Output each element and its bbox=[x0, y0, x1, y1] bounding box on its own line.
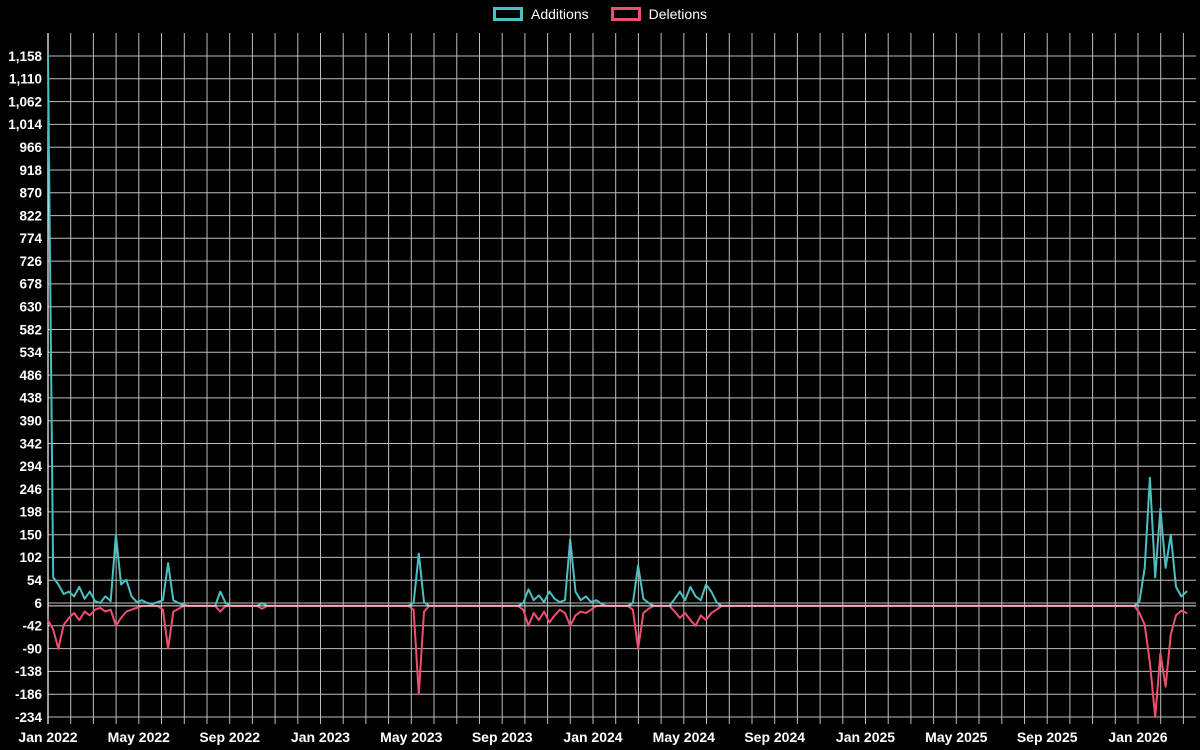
chart-legend: Additions Deletions bbox=[0, 6, 1200, 22]
svg-text:-42: -42 bbox=[22, 619, 42, 634]
svg-text:294: 294 bbox=[19, 459, 42, 474]
svg-text:1,014: 1,014 bbox=[8, 117, 42, 132]
svg-text:Jan 2025: Jan 2025 bbox=[836, 729, 895, 745]
svg-text:1,158: 1,158 bbox=[8, 49, 42, 64]
svg-text:May 2025: May 2025 bbox=[925, 729, 987, 745]
svg-text:390: 390 bbox=[19, 414, 42, 429]
y-axis-labels: 1,158 1,110 1,062 1,014 966 918 870 822 774 726 67… bbox=[8, 49, 42, 725]
svg-text:-138: -138 bbox=[15, 664, 43, 679]
svg-text:Sep 2023: Sep 2023 bbox=[472, 729, 533, 745]
legend-label-additions: Additions bbox=[531, 6, 589, 22]
svg-text:-90: -90 bbox=[22, 641, 42, 656]
svg-text:822: 822 bbox=[19, 208, 42, 223]
svg-text:918: 918 bbox=[19, 163, 42, 178]
svg-text:May 2023: May 2023 bbox=[380, 729, 442, 745]
additions-swatch-icon bbox=[493, 7, 524, 21]
x-axis-labels: Jan 2022 May 2022 Sep 2022 Jan 2023 May 2023… bbox=[18, 729, 1167, 745]
svg-text:486: 486 bbox=[19, 368, 42, 383]
svg-text:198: 198 bbox=[19, 505, 42, 520]
svg-text:Jan 2026: Jan 2026 bbox=[1108, 729, 1167, 745]
svg-text:870: 870 bbox=[19, 186, 42, 201]
svg-text:Jan 2023: Jan 2023 bbox=[291, 729, 350, 745]
svg-text:582: 582 bbox=[19, 322, 42, 337]
svg-text:-234: -234 bbox=[15, 710, 43, 725]
svg-text:1,110: 1,110 bbox=[9, 72, 42, 87]
svg-text:6: 6 bbox=[34, 596, 42, 611]
deletions-swatch-icon bbox=[610, 7, 641, 21]
svg-text:150: 150 bbox=[19, 528, 42, 543]
svg-text:May 2024: May 2024 bbox=[653, 729, 715, 745]
svg-text:1,062: 1,062 bbox=[8, 94, 42, 109]
svg-text:54: 54 bbox=[27, 573, 43, 588]
deletions-line bbox=[47, 604, 1188, 718]
additions-line bbox=[47, 55, 1188, 607]
svg-text:Sep 2024: Sep 2024 bbox=[744, 729, 805, 745]
svg-text:May 2022: May 2022 bbox=[108, 729, 170, 745]
legend-item-additions[interactable]: Additions bbox=[493, 6, 589, 22]
svg-text:Jan 2022: Jan 2022 bbox=[18, 729, 77, 745]
svg-text:Jan 2024: Jan 2024 bbox=[563, 729, 622, 745]
svg-text:534: 534 bbox=[19, 345, 42, 360]
svg-text:Sep 2022: Sep 2022 bbox=[199, 729, 260, 745]
legend-item-deletions[interactable]: Deletions bbox=[610, 6, 707, 22]
svg-text:342: 342 bbox=[19, 436, 42, 451]
gridlines bbox=[47, 33, 1196, 724]
legend-label-deletions: Deletions bbox=[648, 6, 707, 22]
svg-text:966: 966 bbox=[19, 140, 42, 155]
svg-text:-186: -186 bbox=[15, 687, 43, 702]
svg-text:726: 726 bbox=[19, 254, 42, 269]
svg-text:438: 438 bbox=[19, 391, 42, 406]
svg-text:678: 678 bbox=[19, 277, 42, 292]
svg-text:Sep 2025: Sep 2025 bbox=[1017, 729, 1078, 745]
svg-text:102: 102 bbox=[19, 550, 42, 565]
svg-text:630: 630 bbox=[19, 300, 42, 315]
svg-text:246: 246 bbox=[19, 482, 42, 497]
svg-text:774: 774 bbox=[19, 231, 42, 246]
